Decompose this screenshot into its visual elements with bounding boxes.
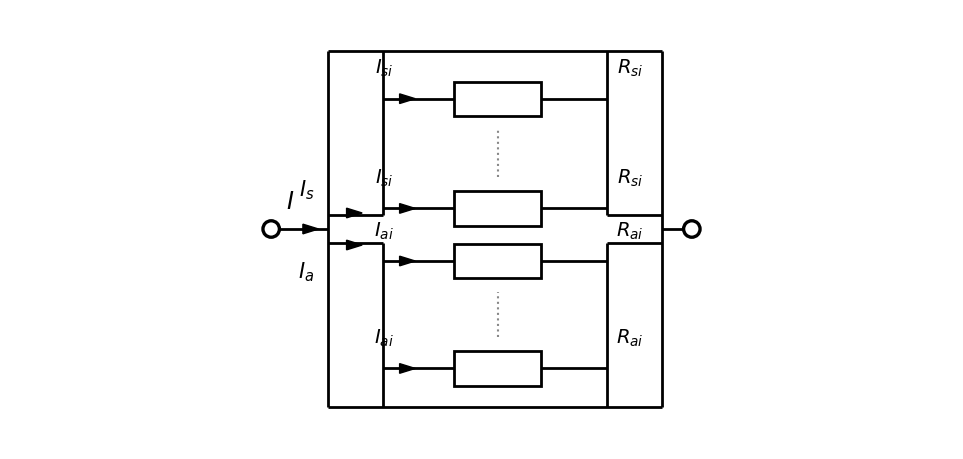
Text: $R_{si}$: $R_{si}$	[617, 168, 643, 189]
Text: $I$: $I$	[286, 189, 295, 213]
Text: $R_{si}$: $R_{si}$	[617, 58, 643, 79]
Polygon shape	[400, 364, 415, 374]
Text: $I_s$: $I_s$	[299, 178, 314, 202]
Bar	[455, 82, 541, 117]
Bar	[455, 352, 541, 386]
Polygon shape	[347, 241, 362, 250]
Polygon shape	[303, 225, 319, 234]
Circle shape	[684, 221, 700, 238]
Text: $I_{si}$: $I_{si}$	[375, 58, 394, 79]
Polygon shape	[400, 95, 415, 104]
Polygon shape	[400, 204, 415, 214]
Circle shape	[263, 221, 279, 238]
Bar	[455, 244, 541, 279]
Text: $I_a$: $I_a$	[299, 260, 315, 283]
Polygon shape	[347, 209, 362, 218]
Bar	[455, 192, 541, 226]
Text: $I_{ai}$: $I_{ai}$	[375, 327, 394, 348]
Polygon shape	[400, 257, 415, 266]
Text: $I_{si}$: $I_{si}$	[375, 168, 394, 189]
Text: $I_{ai}$: $I_{ai}$	[375, 220, 394, 241]
Text: $R_{ai}$: $R_{ai}$	[616, 327, 644, 348]
Text: $R_{ai}$: $R_{ai}$	[616, 220, 644, 241]
